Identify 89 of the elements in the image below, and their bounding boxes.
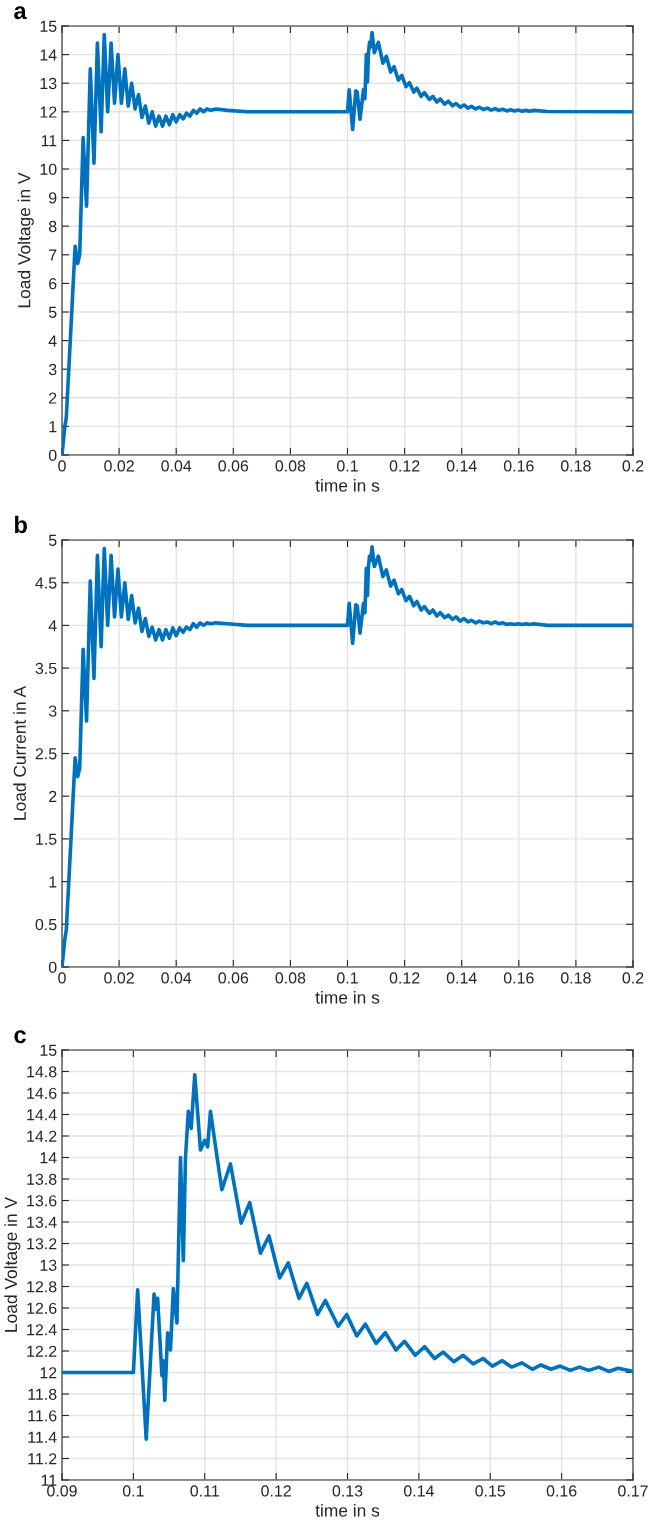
y-tick-label: 11.6 bbox=[28, 1410, 57, 1422]
y-tick-label: 1.5 bbox=[36, 833, 57, 845]
y-tick-label: 0 bbox=[48, 449, 57, 461]
chart-title: c bbox=[14, 1030, 26, 1044]
y-tick-label: 3 bbox=[48, 363, 57, 376]
y-tick-label: 5 bbox=[48, 306, 57, 318]
y-tick-label: 15 bbox=[40, 20, 57, 32]
y-tick-label: 14 bbox=[40, 49, 57, 61]
x-axis-title: time in s bbox=[315, 990, 380, 1004]
y-tick-label: 1 bbox=[49, 876, 57, 888]
x-tick-label: 0.14 bbox=[403, 1485, 434, 1497]
chart-title: a bbox=[14, 6, 27, 20]
y-tick-label: 8 bbox=[48, 220, 57, 233]
x-tick-label: 0.1 bbox=[122, 1485, 144, 1497]
x-tick-label: 0.1 bbox=[337, 460, 358, 472]
y-tick-label: 2 bbox=[49, 392, 57, 404]
x-tick-label: 0.12 bbox=[261, 1485, 291, 1497]
x-axis-title: time in s bbox=[315, 1503, 380, 1517]
y-tick-label: 11.2 bbox=[28, 1453, 57, 1465]
x-tick-label: 0.18 bbox=[560, 972, 591, 984]
y-tick-label: 4 bbox=[48, 620, 57, 632]
y-axis-title: Load Current in A bbox=[13, 685, 26, 820]
y-tick-label: 12 bbox=[40, 1367, 57, 1379]
y-tick-label: 14 bbox=[40, 1152, 57, 1164]
x-tick-label: 0.08 bbox=[275, 972, 306, 984]
x-tick-label: 0.06 bbox=[218, 460, 249, 472]
x-tick-label: 0.13 bbox=[332, 1485, 363, 1497]
y-tick-label: 15 bbox=[40, 1044, 57, 1056]
x-tick-label: 0.17 bbox=[618, 1485, 648, 1497]
x-tick-label: 0.14 bbox=[446, 460, 477, 472]
x-tick-label: 0.04 bbox=[161, 972, 192, 984]
x-tick-label: 0.2 bbox=[622, 972, 644, 984]
y-tick-label: 3 bbox=[48, 705, 57, 717]
x-tick-label: 0.16 bbox=[503, 460, 534, 472]
y-tick-label: 12.4 bbox=[27, 1324, 57, 1336]
y-tick-label: 5 bbox=[48, 534, 57, 546]
y-tick-label: 12.2 bbox=[27, 1345, 57, 1357]
x-tick-label: 0.09 bbox=[47, 1485, 77, 1497]
x-tick-label: 0.16 bbox=[546, 1485, 577, 1497]
x-tick-label: 0 bbox=[58, 972, 66, 984]
y-tick-label: 13.2 bbox=[27, 1238, 57, 1250]
y-tick-label: 11 bbox=[41, 135, 57, 147]
line-series bbox=[62, 1072, 633, 1441]
y-tick-label: 3.5 bbox=[35, 662, 57, 675]
x-tick-label: 0.06 bbox=[218, 972, 249, 984]
y-tick-label: 2.5 bbox=[35, 748, 57, 760]
y-tick-label: 14.6 bbox=[27, 1087, 57, 1099]
x-tick-label: 0.18 bbox=[560, 460, 591, 472]
y-tick-label: 4 bbox=[48, 335, 57, 347]
y-tick-label: 10 bbox=[40, 163, 57, 175]
y-tick-label: 1 bbox=[49, 421, 57, 433]
y-axis-title: Load Voltage in V bbox=[4, 1197, 21, 1332]
y-tick-label: 13 bbox=[40, 1259, 57, 1271]
y-tick-label: 12.6 bbox=[27, 1302, 57, 1314]
x-tick-label: 0 bbox=[58, 460, 66, 472]
x-tick-label: 0.1 bbox=[337, 972, 358, 984]
y-tick-label: 13.4 bbox=[27, 1216, 57, 1228]
y-tick-label: 0.5 bbox=[35, 918, 57, 931]
y-tick-label: 2 bbox=[49, 790, 57, 802]
y-tick-label: 13.6 bbox=[27, 1195, 57, 1207]
x-tick-label: 0.14 bbox=[446, 972, 477, 984]
y-tick-label: 0 bbox=[48, 961, 57, 973]
x-axis-title: time in s bbox=[315, 478, 380, 492]
y-tick-label: 6 bbox=[49, 278, 57, 290]
y-tick-label: 11.4 bbox=[28, 1431, 57, 1443]
x-tick-label: 0.2 bbox=[622, 460, 644, 472]
y-tick-label: 7 bbox=[49, 249, 57, 261]
y-tick-label: 11.8 bbox=[28, 1388, 57, 1400]
x-tick-label: 0.04 bbox=[161, 460, 192, 472]
x-tick-label: 0.08 bbox=[275, 460, 306, 472]
y-tick-label: 14.8 bbox=[27, 1066, 57, 1078]
y-tick-label: 14.2 bbox=[27, 1130, 57, 1142]
y-tick-label: 14.4 bbox=[27, 1109, 57, 1121]
x-tick-label: 0.02 bbox=[104, 460, 134, 472]
y-tick-label: 11 bbox=[41, 1474, 57, 1486]
y-tick-label: 4.5 bbox=[35, 577, 57, 589]
chart-title: b bbox=[15, 515, 27, 534]
x-tick-label: 0.12 bbox=[389, 460, 420, 472]
x-tick-label: 0.15 bbox=[475, 1485, 506, 1497]
y-tick-label: 9 bbox=[49, 192, 57, 204]
x-tick-label: 0.16 bbox=[503, 972, 534, 984]
y-tick-label: 13.8 bbox=[27, 1173, 57, 1185]
x-tick-label: 0.02 bbox=[104, 972, 134, 984]
y-axis-title: Load Voltage in V bbox=[17, 172, 34, 308]
y-tick-label: 12.8 bbox=[27, 1281, 57, 1293]
y-tick-label: 12 bbox=[40, 106, 57, 118]
y-tick-label: 13 bbox=[40, 77, 57, 90]
x-tick-label: 0.11 bbox=[190, 1485, 219, 1497]
x-tick-label: 0.12 bbox=[389, 972, 420, 984]
